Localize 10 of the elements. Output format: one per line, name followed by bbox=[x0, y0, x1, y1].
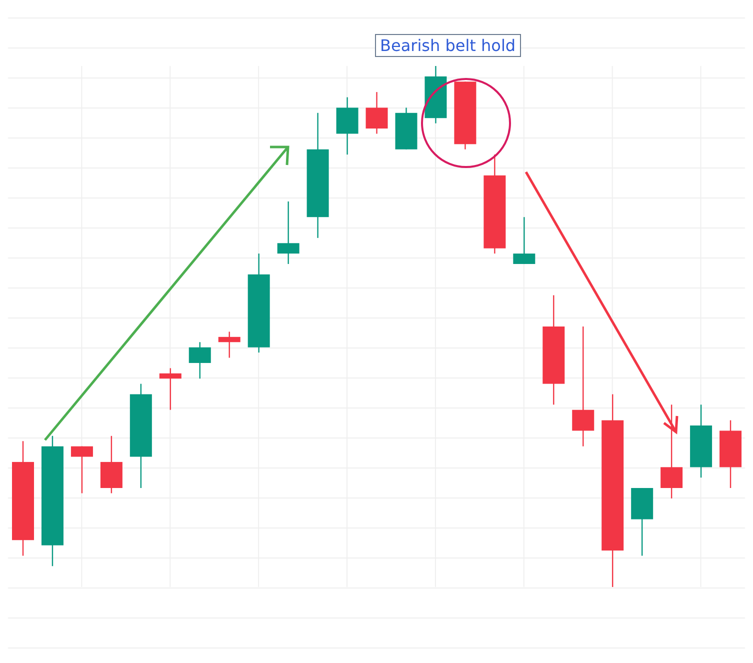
candlestick bbox=[513, 216, 536, 265]
candlestick bbox=[70, 446, 93, 494]
candlestick bbox=[366, 91, 388, 134]
text: Bearish belt hold bbox=[375, 34, 521, 57]
candlestick bbox=[188, 342, 211, 380]
candlestick bbox=[277, 200, 300, 265]
candlestick bbox=[218, 331, 240, 358]
candlestick bbox=[660, 404, 683, 500]
candlestick bbox=[159, 368, 182, 410]
candlestick bbox=[572, 326, 594, 447]
